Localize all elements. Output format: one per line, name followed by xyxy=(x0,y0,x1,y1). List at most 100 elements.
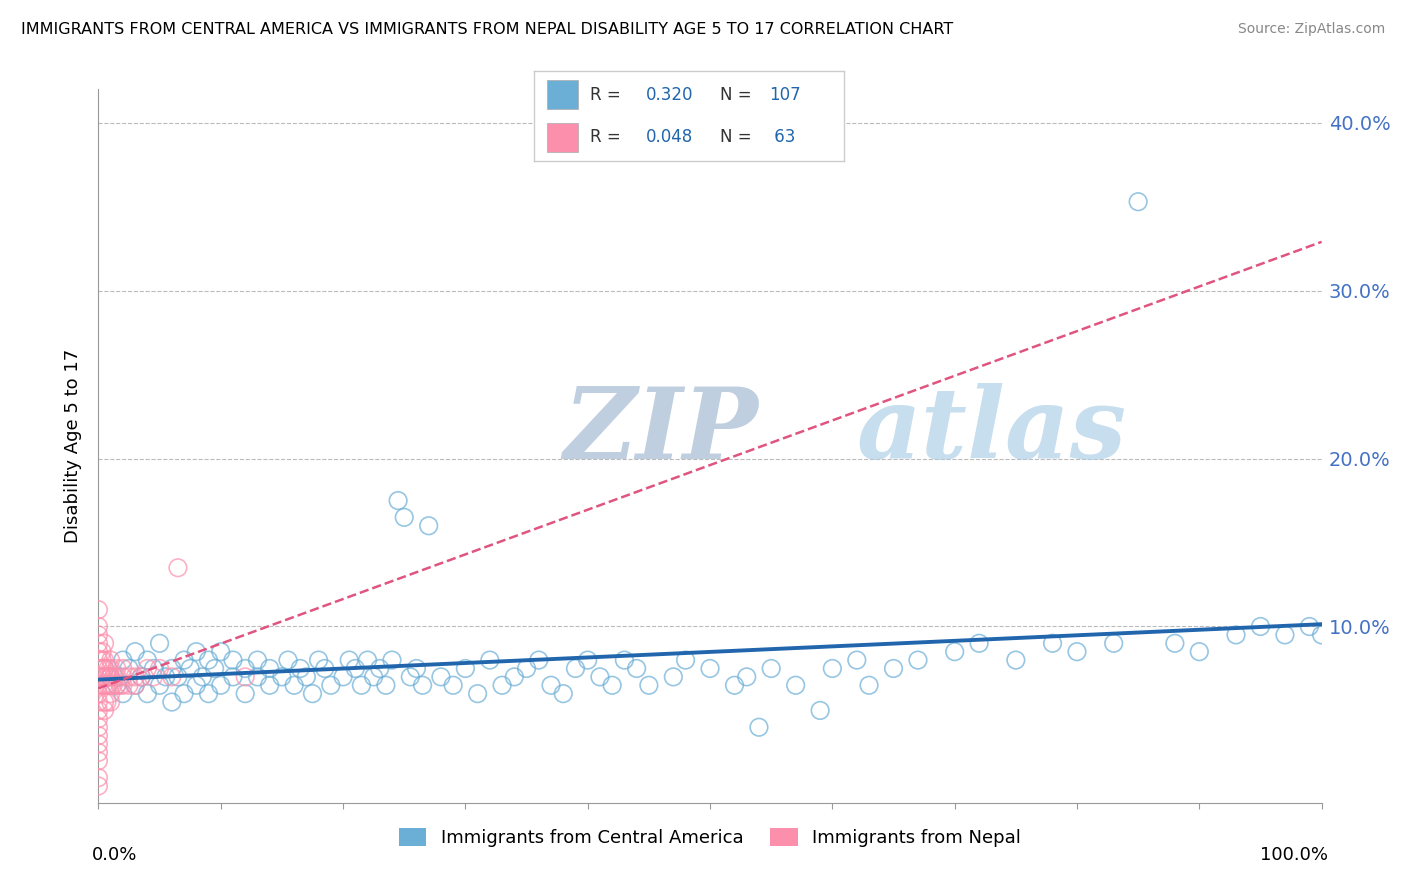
Point xyxy=(111,687,134,701)
Point xyxy=(564,661,586,675)
Point xyxy=(87,695,110,709)
Point xyxy=(589,670,612,684)
Point xyxy=(553,687,575,701)
Point xyxy=(87,678,110,692)
Point xyxy=(1164,636,1187,650)
Point xyxy=(129,670,152,684)
Point xyxy=(233,670,256,684)
Point xyxy=(93,661,115,675)
Point xyxy=(87,703,110,717)
Point xyxy=(118,670,141,684)
Point xyxy=(87,771,110,785)
Point xyxy=(87,754,110,768)
Point xyxy=(87,712,110,726)
Point xyxy=(96,670,118,684)
Point xyxy=(149,678,172,692)
Point xyxy=(167,670,190,684)
Point xyxy=(399,670,422,684)
Point xyxy=(110,678,132,692)
Point xyxy=(124,678,146,692)
Point xyxy=(105,670,128,684)
Point xyxy=(101,678,124,692)
Point xyxy=(259,678,281,692)
Point xyxy=(845,653,868,667)
Point xyxy=(515,661,537,675)
Point xyxy=(675,653,697,667)
Point xyxy=(527,653,550,667)
Point xyxy=(503,670,526,684)
Point xyxy=(87,645,110,659)
Point xyxy=(344,661,367,675)
Point xyxy=(93,670,115,684)
Point xyxy=(124,678,146,692)
Point xyxy=(467,687,489,701)
Point xyxy=(1102,636,1125,650)
Point xyxy=(1274,628,1296,642)
Text: N =: N = xyxy=(720,86,751,103)
Point xyxy=(418,518,440,533)
Point xyxy=(270,670,294,684)
Point xyxy=(87,729,110,743)
Point xyxy=(87,779,110,793)
Point xyxy=(97,678,120,692)
Point xyxy=(97,661,120,675)
Point xyxy=(186,678,208,692)
Point xyxy=(160,695,183,709)
Point xyxy=(600,678,623,692)
Point xyxy=(136,661,159,675)
Point xyxy=(96,695,118,709)
Point xyxy=(1310,628,1333,642)
Point xyxy=(91,670,114,684)
Point xyxy=(1249,619,1271,633)
Point xyxy=(233,687,256,701)
Point xyxy=(87,661,110,675)
Point xyxy=(246,653,269,667)
Point xyxy=(392,510,416,524)
Point xyxy=(233,661,256,675)
Point xyxy=(118,678,141,692)
Bar xyxy=(547,80,578,109)
Point xyxy=(491,678,513,692)
Point xyxy=(883,661,905,675)
Point xyxy=(136,653,159,667)
Text: IMMIGRANTS FROM CENTRAL AMERICA VS IMMIGRANTS FROM NEPAL DISABILITY AGE 5 TO 17 : IMMIGRANTS FROM CENTRAL AMERICA VS IMMIG… xyxy=(21,22,953,37)
Point xyxy=(295,670,318,684)
Point xyxy=(332,670,354,684)
Point xyxy=(197,687,219,701)
Point xyxy=(277,653,299,667)
Point xyxy=(197,653,219,667)
Point xyxy=(100,653,122,667)
Point xyxy=(111,653,134,667)
Point xyxy=(209,645,232,659)
Point xyxy=(283,678,305,692)
Point xyxy=(100,695,122,709)
Point xyxy=(319,678,342,692)
Point xyxy=(314,661,336,675)
Point xyxy=(808,703,831,717)
Point xyxy=(662,670,685,684)
Point xyxy=(142,670,165,684)
Text: R =: R = xyxy=(591,86,626,103)
Point xyxy=(381,653,404,667)
Point xyxy=(167,560,190,574)
Point xyxy=(136,687,159,701)
Point xyxy=(412,678,434,692)
Point xyxy=(87,628,110,642)
Point xyxy=(87,687,110,701)
Point xyxy=(105,678,128,692)
Point xyxy=(118,661,141,675)
Point xyxy=(91,661,114,675)
Point xyxy=(222,653,245,667)
Point xyxy=(858,678,880,692)
Point xyxy=(100,687,122,701)
Point xyxy=(290,661,312,675)
Point xyxy=(540,678,562,692)
Point xyxy=(87,737,110,751)
Point xyxy=(405,661,427,675)
Point xyxy=(100,661,122,675)
Point xyxy=(454,661,477,675)
Point xyxy=(105,678,128,692)
Point xyxy=(160,670,183,684)
Point xyxy=(638,678,661,692)
Point xyxy=(821,661,844,675)
